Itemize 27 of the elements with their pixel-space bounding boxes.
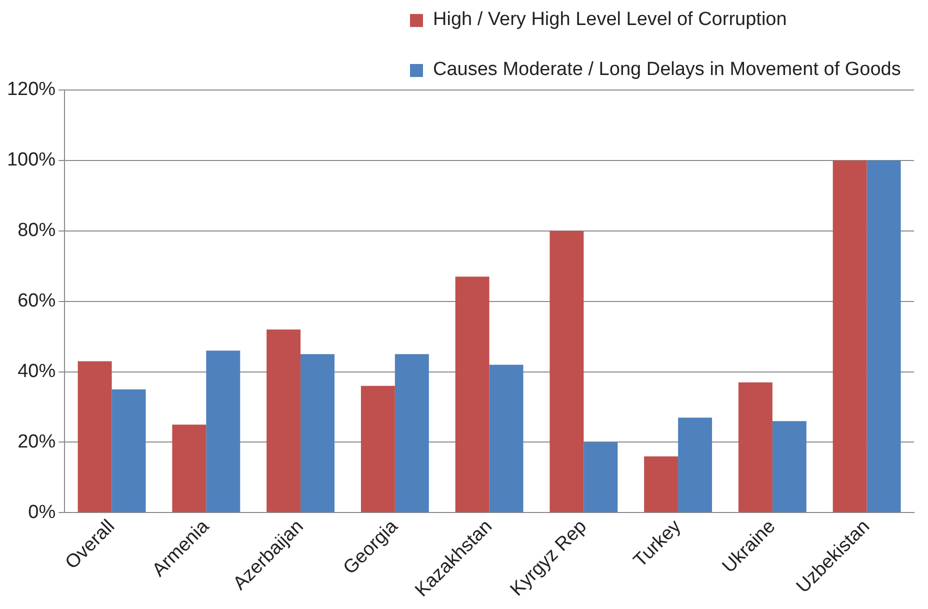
bar: [78, 361, 112, 512]
bar: [644, 456, 678, 512]
bar: [866, 160, 901, 512]
bar: [489, 364, 524, 512]
bar: [266, 330, 301, 512]
bar: [772, 421, 806, 512]
y-tick-label: 100%: [6, 150, 56, 171]
y-tick-label: 0%: [28, 502, 56, 523]
bar: [678, 418, 712, 512]
legend-label: High / Very High Level Level of Corruption: [433, 9, 787, 31]
bar: [112, 389, 146, 512]
y-tick-label: 40%: [18, 361, 56, 382]
y-tick-label: 20%: [18, 431, 56, 452]
y-tick-label: 80%: [18, 220, 56, 242]
bar: [394, 354, 429, 512]
bar: [738, 382, 772, 512]
bar: [455, 276, 490, 512]
bar: [584, 442, 618, 512]
legend-label: Causes Moderate / Long Delays in Movement of Goods: [433, 59, 901, 81]
bar: [206, 350, 240, 512]
bar: [172, 424, 206, 512]
bar: [360, 386, 395, 512]
bar: [832, 160, 867, 512]
y-tick-label: 120%: [6, 79, 56, 100]
bar: [550, 230, 584, 512]
bar: [300, 354, 335, 512]
y-tick-label: 60%: [18, 290, 56, 312]
